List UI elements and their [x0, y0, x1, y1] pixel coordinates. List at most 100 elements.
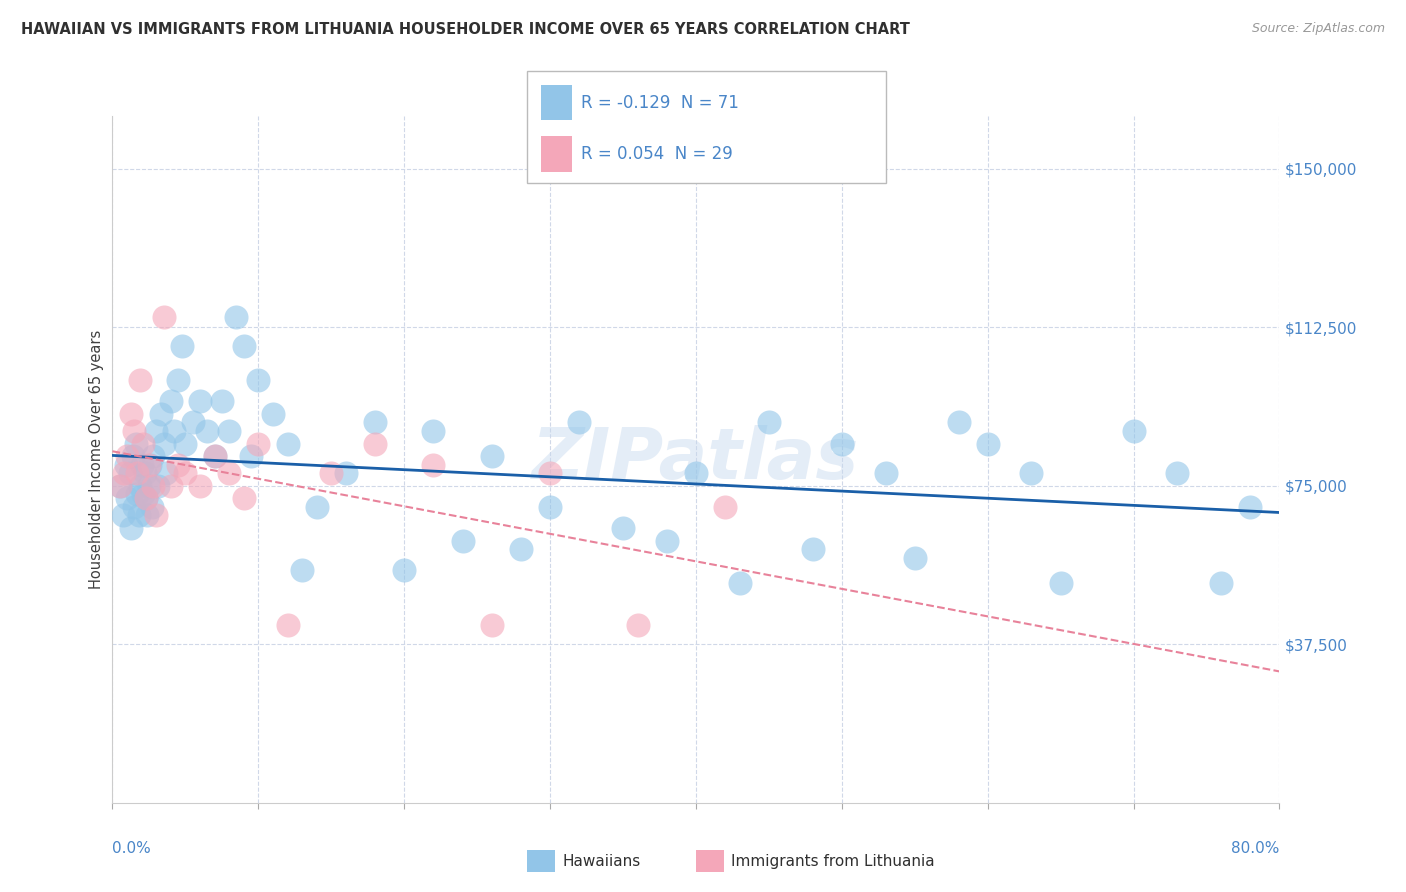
- Point: [1239, 500, 1261, 514]
- Point: [163, 424, 186, 438]
- Point: [321, 466, 343, 480]
- Point: [124, 424, 146, 438]
- Point: [174, 466, 197, 480]
- Point: [114, 458, 136, 472]
- Point: [149, 407, 172, 421]
- Point: [232, 339, 254, 353]
- Point: [627, 618, 650, 632]
- Point: [240, 449, 263, 463]
- Point: [160, 394, 183, 409]
- Point: [831, 436, 853, 450]
- Point: [247, 436, 270, 450]
- Point: [160, 479, 183, 493]
- Point: [120, 521, 142, 535]
- Point: [152, 436, 174, 450]
- Point: [538, 466, 561, 480]
- Point: [142, 449, 165, 463]
- Text: 0.0%: 0.0%: [112, 840, 152, 855]
- Point: [145, 508, 167, 523]
- Point: [364, 436, 387, 450]
- Point: [801, 542, 824, 557]
- Text: R = 0.054  N = 29: R = 0.054 N = 29: [581, 145, 733, 163]
- Y-axis label: Householder Income Over 65 years: Householder Income Over 65 years: [89, 330, 104, 589]
- Point: [108, 479, 131, 493]
- Point: [141, 500, 163, 514]
- Point: [1021, 466, 1043, 480]
- Point: [174, 436, 197, 450]
- Text: 80.0%: 80.0%: [1232, 840, 1279, 855]
- Point: [181, 416, 204, 430]
- Point: [122, 449, 145, 463]
- Point: [451, 533, 474, 548]
- Point: [135, 491, 157, 506]
- Point: [172, 339, 194, 353]
- Point: [124, 500, 146, 514]
- Text: Source: ZipAtlas.com: Source: ZipAtlas.com: [1251, 22, 1385, 36]
- Point: [142, 479, 165, 493]
- Point: [1122, 424, 1144, 438]
- Text: HAWAIIAN VS IMMIGRANTS FROM LITHUANIA HOUSEHOLDER INCOME OVER 65 YEARS CORRELATI: HAWAIIAN VS IMMIGRANTS FROM LITHUANIA HO…: [21, 22, 910, 37]
- Point: [118, 466, 141, 480]
- Text: R = -0.129  N = 71: R = -0.129 N = 71: [581, 94, 738, 112]
- Point: [218, 466, 240, 480]
- Point: [145, 424, 167, 438]
- Point: [225, 310, 247, 324]
- Point: [108, 479, 131, 493]
- Point: [422, 458, 444, 472]
- Point: [568, 416, 591, 430]
- Point: [127, 487, 149, 501]
- Point: [1166, 466, 1188, 480]
- Point: [115, 491, 138, 506]
- Point: [167, 373, 190, 387]
- Point: [195, 424, 218, 438]
- Point: [204, 449, 226, 463]
- Point: [204, 449, 226, 463]
- Point: [1209, 576, 1232, 591]
- Point: [135, 491, 157, 506]
- Point: [875, 466, 897, 480]
- Point: [509, 542, 531, 557]
- Point: [481, 449, 503, 463]
- Point: [728, 576, 751, 591]
- Point: [127, 466, 149, 480]
- Point: [129, 373, 152, 387]
- Point: [125, 436, 148, 450]
- Point: [138, 479, 160, 493]
- Point: [132, 487, 155, 501]
- Text: Immigrants from Lithuania: Immigrants from Lithuania: [731, 855, 935, 869]
- Point: [232, 491, 254, 506]
- Point: [948, 416, 970, 430]
- Point: [276, 436, 298, 450]
- Point: [129, 479, 152, 493]
- Point: [128, 508, 150, 523]
- Point: [758, 416, 780, 430]
- Point: [262, 407, 284, 421]
- Point: [655, 533, 678, 548]
- Point: [152, 310, 174, 324]
- Point: [211, 394, 233, 409]
- Point: [131, 458, 153, 472]
- Point: [115, 449, 138, 463]
- Point: [276, 618, 298, 632]
- Point: [138, 458, 160, 472]
- Point: [136, 508, 159, 523]
- Point: [714, 500, 737, 514]
- Point: [538, 500, 561, 514]
- Point: [188, 479, 211, 493]
- Point: [612, 521, 634, 535]
- Point: [139, 458, 162, 472]
- Point: [218, 424, 240, 438]
- Point: [904, 550, 927, 565]
- Point: [112, 466, 135, 480]
- Point: [481, 618, 503, 632]
- Point: [394, 563, 416, 577]
- Point: [247, 373, 270, 387]
- Point: [188, 394, 211, 409]
- Point: [364, 416, 387, 430]
- Point: [422, 424, 444, 438]
- Point: [134, 466, 156, 480]
- Point: [111, 508, 134, 523]
- Point: [976, 436, 998, 450]
- Point: [167, 458, 190, 472]
- Point: [1049, 576, 1071, 591]
